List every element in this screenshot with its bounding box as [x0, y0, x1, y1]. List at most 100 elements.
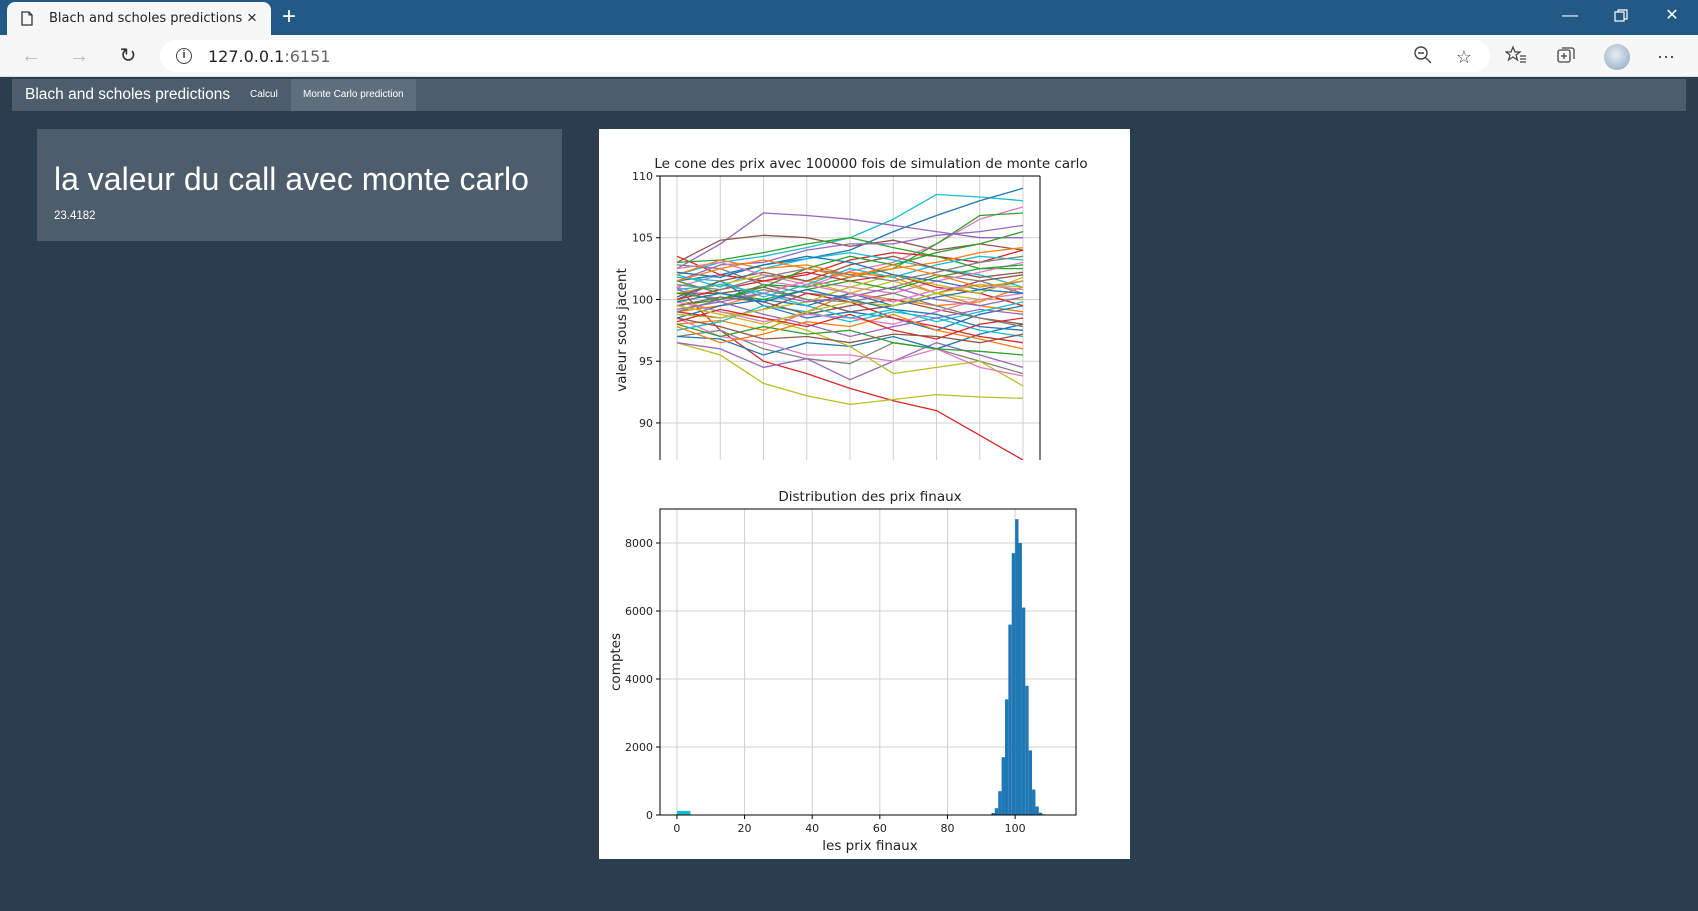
histogram-title: Distribution des prix finaux: [778, 489, 961, 505]
url-port: :6151: [284, 47, 331, 66]
site-info-icon[interactable]: i: [176, 48, 192, 64]
new-tab-icon[interactable]: +: [282, 3, 297, 30]
histogram-x-tick-label: 60: [873, 822, 887, 835]
zoom-out-icon[interactable]: [1411, 45, 1435, 69]
histogram-bar: [1001, 757, 1005, 815]
histogram-x-tick-label: 80: [940, 822, 954, 835]
price-path-line: [676, 313, 1024, 350]
cone-y-axis-label: valeur sous jacent: [614, 268, 630, 392]
price-path-line: [676, 288, 1024, 338]
price-path-line: [676, 224, 1024, 282]
histogram-bar: [998, 791, 1002, 815]
favorites-icon[interactable]: [1504, 45, 1528, 69]
price-path-line: [676, 255, 1024, 298]
close-tab-icon[interactable]: ×: [247, 8, 257, 27]
profile-avatar[interactable]: [1604, 44, 1630, 70]
url-text[interactable]: 127.0.0.1:6151: [208, 47, 330, 66]
cone-y-tick-label: 110: [632, 170, 653, 183]
navbar-brand[interactable]: Blach and scholes predictions: [25, 86, 231, 103]
price-path-line: [676, 305, 1024, 338]
collections-icon[interactable]: [1554, 45, 1578, 69]
histogram-x-tick-label: 40: [805, 822, 819, 835]
app-navbar: Blach and scholes predictions Calcul Mon…: [12, 79, 1686, 111]
histogram-x-tick-label: 100: [1005, 822, 1026, 835]
histogram-bar: [1021, 607, 1026, 815]
call-value-panel: la valeur du call avec monte carlo 23.41…: [37, 129, 562, 241]
cone-y-tick-label: 100: [632, 293, 653, 306]
price-path-line: [676, 286, 1024, 311]
histogram-y-tick-label: 8000: [625, 537, 653, 550]
figure-canvas: Le cone des prix avec 100000 fois de sim…: [608, 156, 1088, 854]
histogram-y-tick-label: 4000: [625, 673, 653, 686]
restore-icon[interactable]: [1606, 5, 1636, 30]
price-path-line: [676, 237, 1023, 270]
histogram-bar: [1038, 812, 1043, 815]
histogram-bar: [1011, 553, 1016, 815]
cone-price-paths: [676, 187, 1024, 460]
forward-icon[interactable]: →: [69, 45, 89, 67]
url-host: 127.0.0.1: [208, 47, 285, 66]
refresh-icon[interactable]: ↻: [119, 45, 137, 67]
histogram-bars: [676, 519, 1046, 816]
price-path-line: [676, 259, 1024, 288]
nav-tab-monte-carlo[interactable]: Monte Carlo prediction: [291, 79, 416, 111]
histogram-bar: [991, 812, 995, 815]
price-path-line: [676, 230, 1024, 301]
histogram-x-tick-label: 20: [738, 822, 752, 835]
histogram-grid: [660, 509, 1076, 816]
price-path-line: [676, 329, 1024, 375]
price-path-line: [676, 271, 1024, 313]
price-path-line: [676, 284, 1024, 323]
url-bar[interactable]: i 127.0.0.1:6151: [160, 40, 1490, 72]
histogram-bar: [1015, 519, 1019, 815]
price-path-line: [676, 249, 1024, 282]
cone-y-tick-label: 105: [632, 232, 653, 245]
document-icon: [21, 11, 33, 26]
price-path-line: [676, 255, 1024, 291]
histogram-y-tick-label: 2000: [625, 741, 653, 754]
histogram-bar: [1035, 806, 1039, 815]
nav-tab-calcul[interactable]: Calcul: [250, 89, 278, 100]
price-path-line: [676, 317, 1024, 344]
histogram-x-axis-label: les prix finaux: [822, 838, 917, 854]
minimize-icon[interactable]: ―: [1562, 7, 1578, 24]
tab-title: Blach and scholes predictions: [49, 11, 243, 26]
back-icon[interactable]: ←: [21, 45, 41, 67]
monte-carlo-figure: Le cone des prix avec 100000 fois de sim…: [599, 129, 1130, 859]
cone-y-tick-label: 90: [639, 417, 653, 430]
panel-title: la valeur du call avec monte carlo: [54, 161, 529, 197]
price-path-line: [676, 261, 1024, 303]
price-path-line: [676, 234, 1024, 263]
browser-tab[interactable]: Blach and scholes predictions ×: [7, 2, 271, 35]
histogram-bar: [1018, 543, 1022, 815]
price-path-line: [676, 286, 1024, 460]
address-toolbar: ← → ↻ i 127.0.0.1:6151 ☆ ⋯: [0, 35, 1698, 77]
price-path-line: [676, 255, 1024, 298]
cone-y-tick-label: 95: [639, 355, 653, 368]
histogram-ticks: 0 2000 4000 6000 8000 0 20 40 60 80 100: [625, 537, 1026, 835]
price-cone-chart: Le cone des prix avec 100000 fois de sim…: [614, 156, 1088, 460]
close-window-icon[interactable]: ✕: [1665, 7, 1679, 24]
price-path-line: [676, 288, 1024, 331]
histogram-frame: [659, 508, 1077, 816]
final-price-histogram: Distribution des prix finaux comptes les…: [608, 489, 1077, 854]
price-path-line: [676, 274, 1024, 319]
histogram-bar: [1028, 750, 1033, 815]
histogram-bar: [1008, 624, 1012, 815]
cone-axes: [659, 175, 1041, 460]
more-icon[interactable]: ⋯: [1657, 47, 1675, 67]
cone-chart-title: Le cone des prix avec 100000 fois de sim…: [654, 156, 1087, 172]
cone-y-ticks: 90 95 100 105 110: [632, 170, 660, 430]
price-path-line: [676, 280, 1024, 331]
price-path-line: [676, 308, 1024, 340]
histogram-bar: [1032, 789, 1036, 815]
price-path-line: [676, 284, 1024, 325]
price-path-line: [676, 323, 1024, 356]
histogram-y-axis-label: comptes: [608, 633, 624, 691]
browser-tab-strip: Blach and scholes predictions × + ― ✕: [0, 0, 1698, 35]
add-favorite-icon[interactable]: ☆: [1455, 47, 1473, 67]
histogram-y-tick-label: 0: [646, 809, 653, 822]
histogram-axes: [659, 508, 1077, 816]
histogram-x-tick-label: 0: [673, 822, 680, 835]
histogram-bar: [994, 808, 999, 815]
